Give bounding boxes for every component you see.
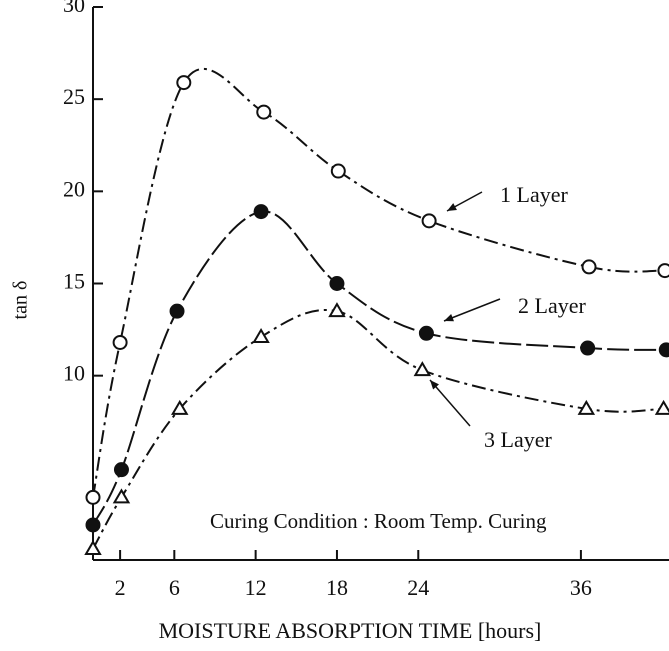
marker <box>329 276 345 291</box>
marker <box>580 340 596 356</box>
y-tick-label: 15 <box>63 269 85 294</box>
x-tick-label: 18 <box>326 575 348 600</box>
marker <box>112 334 128 350</box>
x-axis-label: MOISTURE ABSORPTION TIME [hours] <box>159 618 542 643</box>
marker <box>256 104 272 120</box>
marker <box>253 204 269 220</box>
label-arrow <box>429 379 471 427</box>
marker <box>85 489 101 505</box>
x-tick-label: 12 <box>245 575 267 600</box>
y-axis-label: tan δ <box>10 281 32 320</box>
marker <box>112 488 131 504</box>
marker <box>85 517 101 533</box>
marker <box>330 163 346 179</box>
x-tick-label: 2 <box>115 575 126 600</box>
series-line <box>92 67 665 498</box>
marker <box>84 539 102 555</box>
y-tick-label: 10 <box>63 361 85 386</box>
arrow-head <box>447 203 457 211</box>
arrow-head <box>444 314 454 322</box>
annotation: Curing Condition : Room Temp. Curing <box>210 509 547 533</box>
series-label: 3 Layer <box>484 427 552 452</box>
x-tick-label: 6 <box>169 575 180 600</box>
series-label: 2 Layer <box>518 293 586 318</box>
y-tick-label: 20 <box>63 176 85 201</box>
arrow-head <box>430 380 439 390</box>
marker <box>113 462 129 478</box>
marker <box>654 399 669 415</box>
marker <box>657 263 669 279</box>
series-line <box>92 210 667 526</box>
marker <box>581 259 597 275</box>
marker <box>421 213 437 229</box>
marker <box>328 302 346 318</box>
y-tick-label: 30 <box>63 0 85 17</box>
marker <box>169 303 185 319</box>
marker <box>658 342 669 358</box>
label-arrow <box>443 298 501 322</box>
marker <box>418 325 434 341</box>
series-label: 1 Layer <box>500 182 568 207</box>
series-line <box>92 309 664 550</box>
marker <box>577 399 596 415</box>
x-tick-label: 24 <box>407 575 429 600</box>
y-tick-label: 25 <box>63 84 85 109</box>
x-tick-label: 36 <box>570 575 592 600</box>
marker <box>252 327 270 343</box>
marker <box>170 399 189 415</box>
marker <box>176 75 192 91</box>
marker <box>413 361 432 377</box>
